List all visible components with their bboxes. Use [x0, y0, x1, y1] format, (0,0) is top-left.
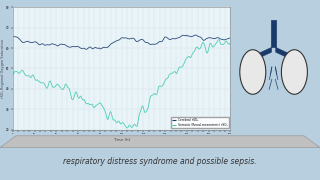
- Bar: [271, 20, 276, 47]
- Ellipse shape: [240, 50, 266, 94]
- Polygon shape: [276, 47, 292, 60]
- Text: respiratory distress syndrome and possible sepsis.: respiratory distress syndrome and possib…: [63, 158, 257, 166]
- Polygon shape: [256, 47, 272, 60]
- Ellipse shape: [281, 50, 308, 94]
- Y-axis label: rSO₂ Regional Oxygen Saturation: rSO₂ Regional Oxygen Saturation: [1, 39, 4, 98]
- X-axis label: Time (h): Time (h): [113, 138, 130, 143]
- Legend: Cerebral rSO₂, Somatic (Renal-mesenteric) rSO₂: Cerebral rSO₂, Somatic (Renal-mesenteric…: [171, 117, 229, 128]
- Polygon shape: [0, 136, 320, 148]
